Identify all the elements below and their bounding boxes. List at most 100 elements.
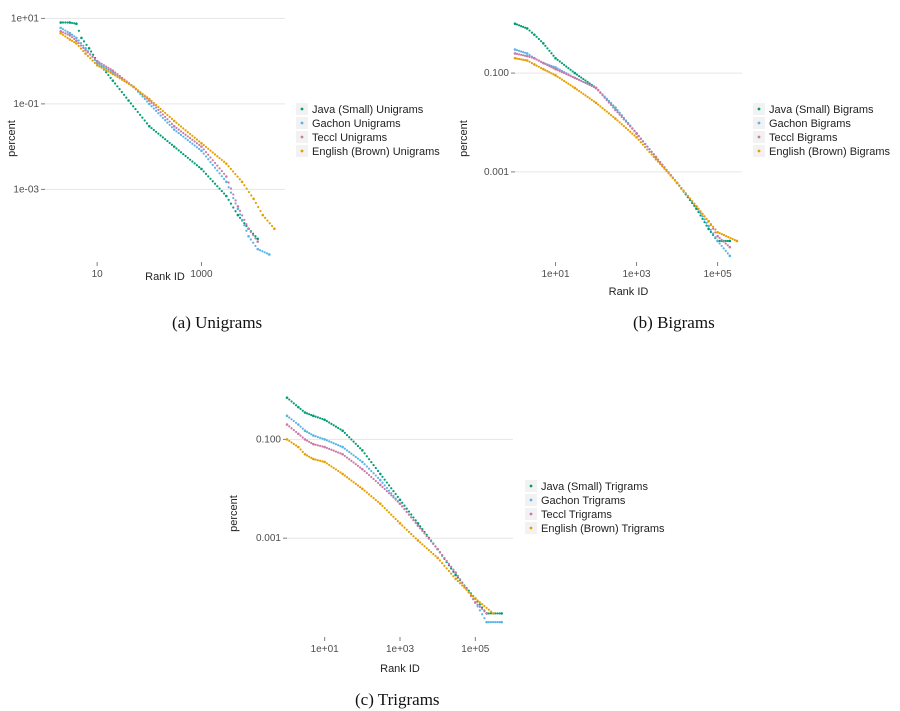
data-point [159, 114, 162, 117]
data-point [130, 84, 133, 87]
legend-label: Teccl Trigrams [541, 509, 612, 521]
data-point [118, 88, 121, 91]
data-point [157, 132, 160, 135]
legend-key [529, 498, 533, 502]
data-point [407, 530, 411, 533]
data-point [469, 593, 473, 596]
data-point [141, 92, 144, 95]
data-point [161, 113, 164, 116]
data-point [722, 240, 725, 243]
data-point [483, 617, 486, 620]
data-point [182, 135, 185, 138]
data-point [314, 458, 317, 461]
data-point [179, 130, 183, 133]
data-point [405, 507, 408, 510]
data-point [182, 131, 185, 135]
data-point [263, 216, 267, 219]
data-point [77, 44, 80, 48]
data-point [316, 444, 319, 447]
data-point [594, 101, 598, 105]
data-point [100, 62, 103, 65]
data-point [609, 103, 613, 107]
data-point [515, 49, 519, 52]
data-point [222, 192, 226, 195]
data-point [91, 59, 94, 62]
data-point [328, 440, 331, 443]
data-point [434, 554, 437, 558]
data-point [89, 57, 92, 60]
data-point [157, 105, 160, 109]
data-point [705, 224, 708, 227]
data-point [571, 75, 574, 79]
data-point [682, 189, 685, 192]
data-point [222, 177, 226, 181]
data-point [485, 606, 488, 609]
data-point [61, 21, 65, 24]
data-point [254, 244, 257, 248]
data-point [458, 582, 462, 585]
data-point [603, 96, 606, 99]
data-point [718, 242, 721, 245]
data-point [620, 123, 623, 126]
data-point [198, 140, 201, 143]
data-point [198, 166, 201, 169]
data-point [709, 230, 712, 234]
data-point [398, 502, 402, 505]
data-point [487, 608, 490, 611]
data-point [416, 539, 420, 542]
data-point [372, 463, 375, 467]
data-point [544, 69, 547, 72]
data-point [191, 134, 194, 137]
data-point [77, 42, 80, 45]
data-point [394, 498, 397, 501]
legend-label: Java (Small) Bigrams [769, 104, 874, 116]
data-point [609, 113, 613, 117]
data-point [646, 145, 649, 148]
data-point [447, 562, 450, 565]
data-point [405, 528, 408, 531]
data-point [82, 46, 85, 49]
data-point [565, 65, 568, 68]
data-point [68, 31, 72, 35]
legend-key [529, 484, 533, 488]
data-point [243, 222, 246, 225]
data-point [129, 102, 132, 105]
data-point [285, 414, 289, 418]
data-point [138, 113, 142, 116]
data-point [292, 419, 295, 423]
data-point [116, 73, 119, 76]
data-point [145, 96, 149, 99]
data-point [175, 126, 178, 130]
data-point [571, 70, 574, 73]
data-point [323, 445, 326, 449]
data-point [452, 568, 455, 571]
data-point [257, 205, 260, 209]
data-point [222, 160, 226, 163]
legend-key [757, 121, 761, 125]
data-point [125, 81, 128, 84]
y-tick-label: 0.001 [256, 533, 281, 544]
data-point [79, 47, 83, 50]
data-point [594, 86, 598, 90]
data-point [494, 612, 497, 615]
data-point [419, 527, 422, 530]
data-point [530, 56, 534, 59]
data-point [370, 495, 373, 498]
data-point [515, 57, 519, 60]
data-point [204, 155, 208, 158]
data-point [105, 71, 108, 74]
data-point [372, 496, 375, 500]
data-point [586, 82, 589, 86]
data-point [168, 141, 171, 145]
data-point [238, 178, 241, 181]
data-point [542, 61, 545, 65]
data-point [332, 449, 335, 452]
data-point [620, 114, 623, 117]
data-point [314, 435, 317, 438]
x-tick-label: 1e+03 [623, 269, 652, 280]
data-point [560, 62, 564, 65]
data-point [419, 541, 422, 544]
data-point [132, 105, 135, 108]
data-point [339, 428, 342, 431]
data-point [66, 33, 69, 36]
